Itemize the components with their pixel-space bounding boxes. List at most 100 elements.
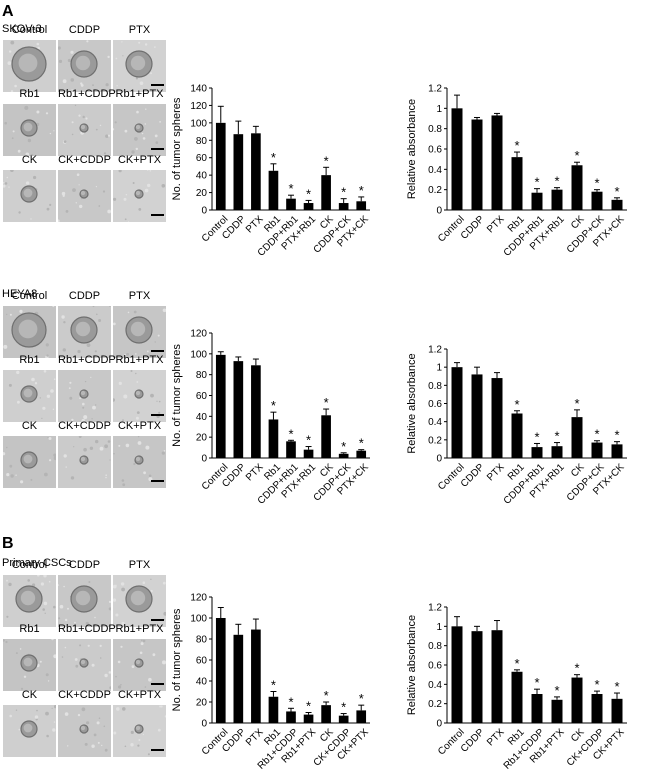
bar [491, 378, 503, 458]
bar [591, 694, 603, 723]
scale-bar [151, 84, 164, 86]
x-tick-label: CDDP [459, 462, 487, 490]
micrograph-image [58, 170, 111, 222]
y-tick-label: 80 [196, 635, 208, 646]
y-axis-label: No. of tumor spheres [171, 608, 183, 711]
micrograph-image [58, 104, 111, 156]
bar [511, 157, 523, 210]
x-tick-label: PTX [485, 214, 507, 236]
y-tick-label: 40 [196, 412, 208, 423]
bar [286, 441, 296, 458]
y-tick-label: 0.4 [428, 165, 442, 176]
y-tick-label: 0 [436, 719, 442, 730]
significance-star: * [614, 428, 619, 443]
image-label: CK [21, 689, 38, 701]
bar [338, 203, 349, 210]
significance-star: * [554, 174, 559, 189]
x-tick-label: Control [436, 462, 467, 493]
bar [338, 715, 349, 723]
bar [451, 626, 463, 723]
y-tick-label: 0.6 [428, 661, 442, 672]
y-tick-label: 1 [436, 622, 442, 633]
bar [551, 446, 563, 458]
scale-bar [151, 619, 164, 621]
y-tick-label: 0.8 [428, 641, 442, 652]
significance-star: * [324, 395, 329, 410]
micrograph-image [113, 170, 166, 222]
y-tick-label: 120 [190, 329, 207, 340]
bar [215, 122, 226, 210]
bar [451, 367, 463, 458]
micrograph-image [113, 370, 166, 422]
significance-star: * [554, 683, 559, 698]
significance-star: * [288, 181, 293, 196]
micrograph-image [3, 639, 56, 691]
scale-bar [151, 414, 164, 416]
bar [531, 447, 543, 458]
significance-star: * [341, 700, 346, 715]
bar [491, 115, 503, 210]
micrograph-image [3, 370, 56, 422]
micrograph-image [58, 436, 111, 488]
image-label: CDDP [68, 24, 101, 36]
bar [321, 415, 331, 458]
bar [286, 711, 296, 723]
y-tick-label: 1.2 [428, 603, 442, 614]
bar [338, 453, 349, 458]
micrograph-image [58, 705, 111, 757]
y-tick-label: 0 [436, 454, 442, 465]
bar [451, 108, 463, 210]
y-tick-label: 40 [196, 171, 208, 182]
image-label: CK+CDDP [58, 420, 111, 432]
significance-star: * [359, 436, 364, 451]
y-tick-label: 0 [201, 719, 207, 730]
micrograph-image [58, 306, 111, 358]
bar [571, 417, 583, 458]
x-tick-label: PTX [244, 462, 266, 484]
y-tick-label: 0.6 [428, 399, 442, 410]
bar [491, 630, 503, 723]
image-label: Rb1 [19, 623, 40, 635]
bar [233, 634, 244, 723]
micrograph-image [3, 170, 56, 222]
scale-bar [151, 214, 164, 216]
image-label: CDDP [68, 290, 101, 302]
significance-star: * [534, 429, 539, 444]
scale-bar [151, 749, 164, 751]
y-tick-label: 60 [196, 153, 208, 164]
significance-star: * [534, 675, 539, 690]
bar [571, 677, 583, 723]
image-label: CK+PTX [117, 689, 162, 701]
micrograph-image [3, 436, 56, 488]
image-label: Rb1 [19, 354, 40, 366]
image-label: CK [21, 420, 38, 432]
micrograph-image [58, 639, 111, 691]
y-tick-label: 0.4 [428, 680, 442, 691]
y-tick-label: 1.2 [428, 345, 442, 356]
image-label: CK+CDDP [58, 154, 111, 166]
absorbance-chart-primary: 0 0.2 0.4 0.6 0.8 1 1.2 Relative absorbance Cont… [406, 603, 627, 772]
bar [551, 699, 563, 723]
significance-star: * [271, 150, 276, 165]
significance-star: * [554, 429, 559, 444]
y-tick-label: 100 [190, 349, 207, 360]
y-tick-label: 60 [196, 656, 208, 667]
micrograph-image [3, 575, 56, 627]
bar [531, 694, 543, 723]
micrograph-image [113, 104, 166, 156]
bar [286, 198, 296, 210]
image-label: Control [11, 290, 48, 302]
image-label: Rb1+CDDP [58, 623, 116, 635]
image-label: Control [11, 24, 48, 36]
y-tick-label: 0 [201, 206, 207, 217]
bar [233, 361, 244, 458]
micrograph-image [113, 40, 166, 92]
y-tick-label: 100 [190, 614, 207, 625]
bar [268, 170, 279, 210]
y-tick-label: 120 [190, 593, 207, 604]
cell-line-label: HEYA8 [2, 288, 38, 300]
panel-label-b: B [2, 535, 14, 552]
x-tick-label: Control [436, 214, 467, 245]
